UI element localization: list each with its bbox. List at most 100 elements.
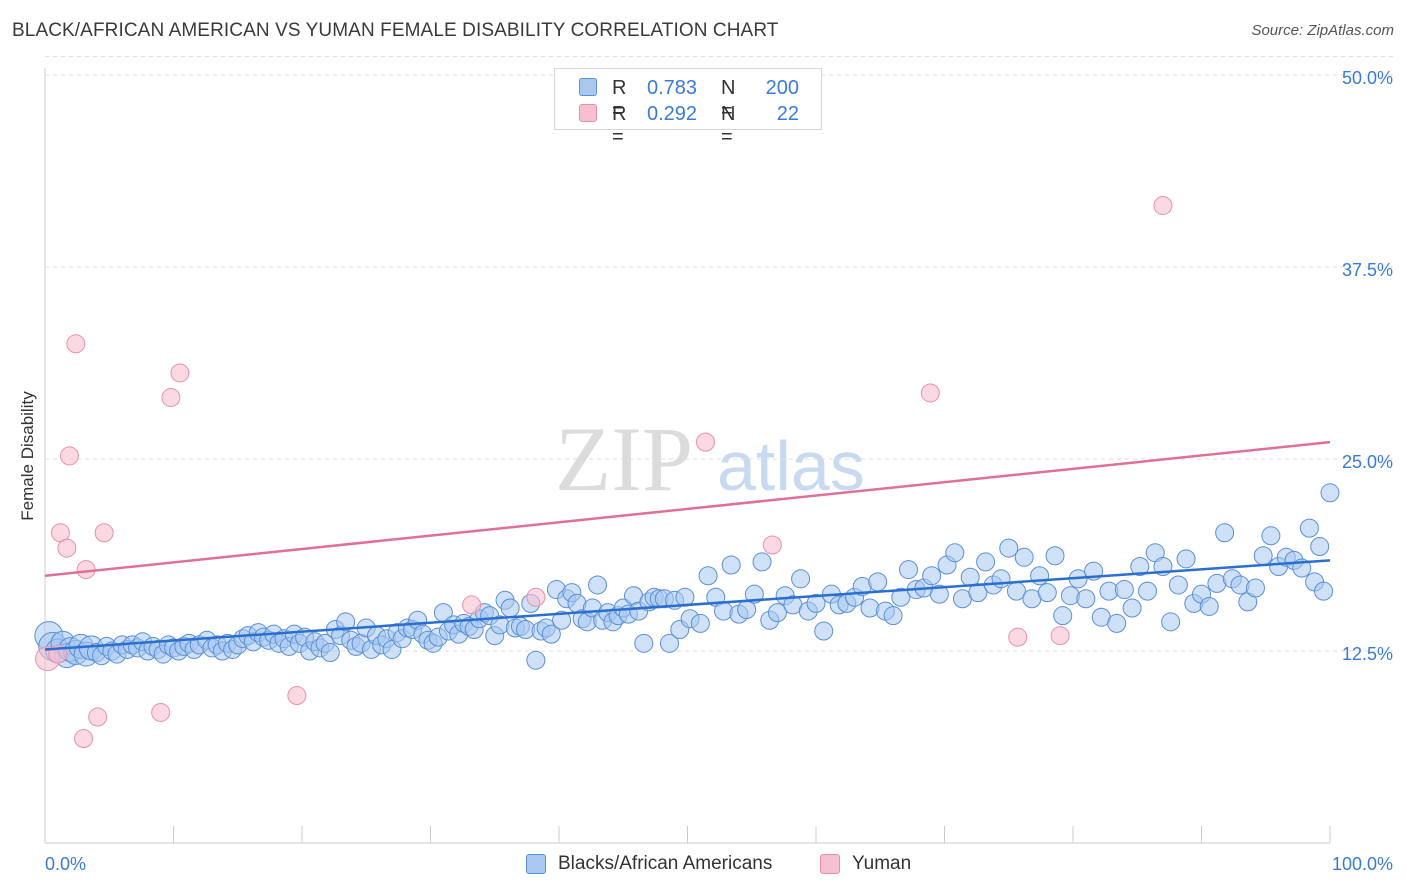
blacks-point — [945, 543, 965, 563]
y-tick-label: 25.0% — [1342, 452, 1393, 472]
blacks-point — [541, 624, 561, 644]
blacks-point — [1299, 518, 1319, 538]
blue-swatch — [579, 78, 597, 96]
blacks-point — [752, 552, 772, 572]
axes — [44, 68, 1331, 844]
pink-swatch — [579, 104, 597, 122]
blue-swatch — [526, 854, 546, 874]
blacks-point — [791, 569, 811, 589]
n-value: 200 — [765, 77, 799, 99]
chart-title: BLACK/AFRICAN AMERICAN VS YUMAN FEMALE D… — [12, 20, 779, 41]
yuman-point — [462, 595, 482, 615]
blacks-point — [588, 575, 608, 595]
yuman-point — [695, 432, 715, 452]
blacks-point — [1076, 589, 1096, 609]
yuman-point — [1008, 627, 1028, 647]
blacks-point — [922, 566, 942, 586]
yuman-point — [66, 334, 86, 354]
yuman-point — [526, 587, 546, 607]
yuman-point — [94, 523, 114, 543]
blacks-point — [1107, 613, 1127, 633]
legend-label: Yuman — [852, 853, 912, 874]
x-tick-label: 0.0% — [45, 854, 86, 874]
blacks-point — [860, 598, 880, 618]
blacks-point — [1310, 537, 1330, 557]
blacks-point — [1122, 598, 1142, 618]
blacks-point — [1037, 583, 1057, 603]
blacks-point — [1053, 606, 1073, 626]
yuman-point — [170, 363, 190, 383]
y-tick-label: 37.5% — [1342, 260, 1393, 280]
blacks-point — [1314, 581, 1334, 601]
blacks-point — [891, 587, 911, 607]
blacks-point — [767, 603, 787, 623]
yuman-point — [920, 383, 940, 403]
blacks-point — [1060, 586, 1080, 606]
n-value: 22 — [776, 103, 799, 125]
blacks-point — [336, 612, 356, 632]
yuman-point — [1050, 626, 1070, 646]
blacks-point — [744, 584, 764, 604]
blacks-point — [1261, 526, 1281, 546]
blacks-point — [713, 601, 733, 621]
yuman-point — [74, 729, 94, 749]
blacks-point — [721, 555, 741, 575]
source-label: Source: ZipAtlas.com — [1251, 22, 1394, 39]
trend-lines — [44, 440, 1331, 651]
n-label: N = — [721, 103, 736, 148]
blacks-point — [1114, 580, 1134, 600]
data-points — [34, 196, 1340, 749]
blacks-point — [1199, 596, 1219, 616]
blacks-point — [1253, 546, 1273, 566]
yuman-point — [151, 702, 171, 722]
blacks-point — [899, 560, 919, 580]
yuman-point — [161, 388, 181, 408]
y-tick-label: 12.5% — [1342, 644, 1393, 664]
blacks-point — [526, 650, 546, 670]
blacks-point — [1045, 546, 1065, 566]
legend-label: Blacks/African Americans — [558, 853, 773, 874]
blacks-point — [660, 633, 680, 653]
r-value: 0.783 — [647, 77, 698, 99]
blacks-point — [868, 572, 888, 592]
r-label: R = — [612, 103, 627, 148]
blacks-point — [500, 598, 520, 618]
blacks-point — [929, 584, 949, 604]
blacks-point — [1161, 612, 1181, 632]
r-value: 0.292 — [647, 103, 698, 125]
blacks-point — [552, 610, 572, 630]
blacks-point — [320, 643, 340, 663]
blacks-point — [1215, 523, 1235, 543]
yuman-point — [287, 686, 307, 706]
blacks-point — [634, 633, 654, 653]
yuman-point — [59, 446, 79, 466]
blacks-trend-line — [44, 559, 1331, 651]
blacks-point — [1176, 549, 1196, 569]
pink-swatch — [820, 854, 840, 874]
blacks-point — [991, 569, 1011, 589]
blacks-point — [690, 613, 710, 633]
yuman-point — [1153, 196, 1173, 216]
yuman-trend-line — [44, 440, 1331, 577]
yuman-point — [57, 538, 77, 558]
blacks-point — [1130, 557, 1150, 577]
blacks-point — [1014, 547, 1034, 567]
blacks-point — [1230, 575, 1250, 595]
blacks-point — [698, 566, 718, 586]
tick-labels: 12.5% 25.0% 37.5% 50.0% 0.0% 100.0% — [45, 68, 1393, 874]
blacks-point — [1168, 575, 1188, 595]
blacks-point — [814, 621, 834, 641]
yuman-point — [762, 535, 782, 555]
blacks-point — [976, 552, 996, 572]
x-tick-label: 100.0% — [1332, 854, 1393, 874]
r-label: R = — [612, 77, 627, 122]
stats-legend: R = 0.783 N = 200 R = 0.292 N = 22 — [554, 68, 822, 148]
blacks-point — [999, 538, 1019, 558]
blacks-point — [1138, 581, 1158, 601]
y-tick-label: 50.0% — [1342, 68, 1393, 88]
blacks-point — [806, 593, 826, 613]
blacks-point — [883, 606, 903, 626]
yuman-point — [88, 707, 108, 727]
blacks-point — [1245, 578, 1265, 598]
